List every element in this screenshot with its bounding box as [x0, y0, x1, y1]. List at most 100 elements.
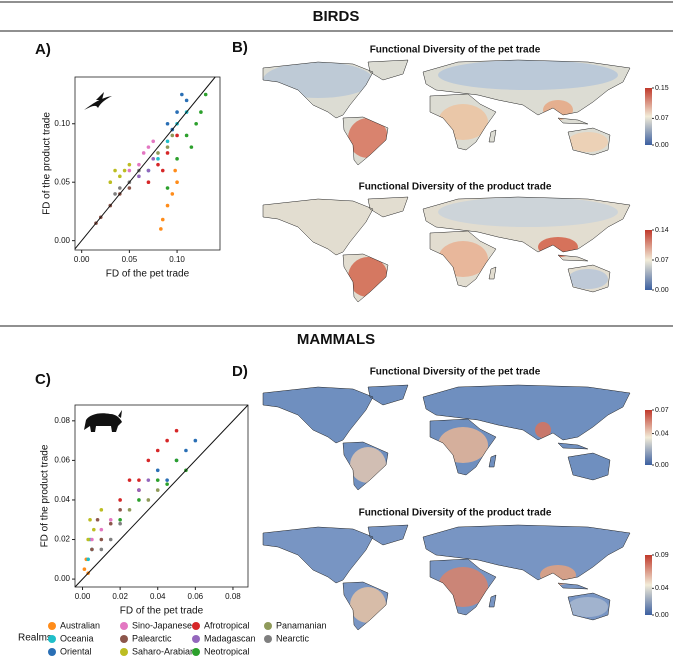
point [170, 192, 175, 196]
shading [535, 422, 551, 438]
shading [348, 118, 388, 158]
point [174, 428, 179, 433]
point [155, 488, 160, 492]
point [175, 110, 179, 114]
point [175, 157, 179, 161]
map-title: Functional Diversity of the pet trade [370, 45, 541, 56]
point [99, 527, 104, 532]
map [262, 59, 631, 166]
point [108, 521, 113, 526]
shading [350, 447, 386, 483]
bird-icon [84, 92, 112, 110]
point [151, 139, 156, 144]
point [146, 458, 151, 463]
y-tick-label: 0.06 [54, 456, 70, 465]
point [99, 537, 104, 542]
map-title: Functional Diversity of the pet trade [370, 367, 541, 378]
map [262, 196, 631, 303]
x-tick-label: 0.10 [169, 255, 185, 264]
point [156, 162, 160, 167]
point [193, 438, 198, 443]
legend-swatch [48, 648, 56, 656]
point [189, 145, 194, 149]
y-axis-label: FD of the product trade [40, 444, 51, 547]
identity-line [74, 404, 249, 588]
shading [438, 60, 618, 90]
legend-swatch [192, 648, 200, 656]
identity-line [74, 76, 216, 250]
x-tick-label: 0.06 [188, 592, 204, 601]
colorbar-label: 0.00 [655, 287, 669, 294]
point [118, 186, 122, 190]
point [155, 468, 160, 473]
legend-swatch [192, 622, 200, 630]
shading [568, 269, 608, 289]
point [165, 482, 169, 486]
panel-label: D) [232, 363, 248, 380]
x-tick-label: 0.08 [225, 592, 241, 601]
point [173, 168, 177, 173]
colorbar-label: 0.04 [655, 430, 669, 437]
colorbar-label: 0.07 [655, 257, 669, 264]
point [127, 162, 132, 167]
legend-swatch [120, 635, 128, 643]
point [165, 478, 169, 482]
colorbar-label: 0.00 [655, 142, 669, 149]
legend-swatch [120, 622, 128, 630]
y-tick-label: 0.08 [54, 416, 70, 425]
x-tick-label: 0.05 [122, 255, 138, 264]
point [165, 139, 170, 144]
colorbar-label: 0.07 [655, 407, 669, 414]
point [86, 557, 90, 562]
legend-label: Saharo-Arabian [132, 646, 195, 656]
map-shading [350, 565, 608, 623]
map [262, 384, 631, 491]
point [88, 517, 92, 522]
legend-label: Oceania [60, 633, 94, 643]
point [99, 508, 104, 512]
x-tick-label: 0.00 [74, 255, 90, 264]
legend-swatch [120, 648, 128, 656]
point [174, 458, 179, 463]
map-title: Functional Diversity of the product trad… [359, 508, 552, 519]
point [141, 151, 146, 155]
point [122, 168, 127, 173]
point [175, 180, 179, 185]
shading [348, 257, 388, 297]
legend-swatch [48, 635, 56, 643]
y-tick-label: 0.00 [54, 574, 70, 583]
colorbar-label: 0.00 [655, 612, 669, 619]
point [160, 168, 165, 173]
point [146, 168, 151, 173]
point [137, 498, 141, 502]
point [156, 151, 160, 155]
shading [438, 567, 488, 607]
point [165, 186, 170, 190]
point [137, 174, 141, 179]
point [165, 121, 170, 126]
point [146, 180, 151, 185]
legend-swatch [48, 622, 56, 630]
point [159, 227, 163, 231]
legend-label: Nearctic [276, 633, 310, 643]
shading [568, 597, 608, 617]
legend-label: Neotropical [204, 646, 250, 656]
x-tick-label: 0.02 [112, 592, 128, 601]
point [137, 488, 141, 492]
colorbar [645, 230, 652, 290]
legend-label: Afrotropical [204, 620, 250, 630]
legend-label: Palearctic [132, 633, 172, 643]
colorbar [645, 88, 652, 145]
point [151, 157, 156, 161]
x-axis-label: FD of the pet trade [106, 269, 190, 280]
shading [540, 565, 576, 585]
point [175, 133, 179, 138]
legend-title: Realms [18, 633, 52, 644]
point [165, 438, 169, 443]
legend-swatch [264, 622, 272, 630]
point [146, 145, 151, 149]
point [199, 110, 203, 114]
point [155, 478, 160, 482]
point [165, 145, 170, 149]
